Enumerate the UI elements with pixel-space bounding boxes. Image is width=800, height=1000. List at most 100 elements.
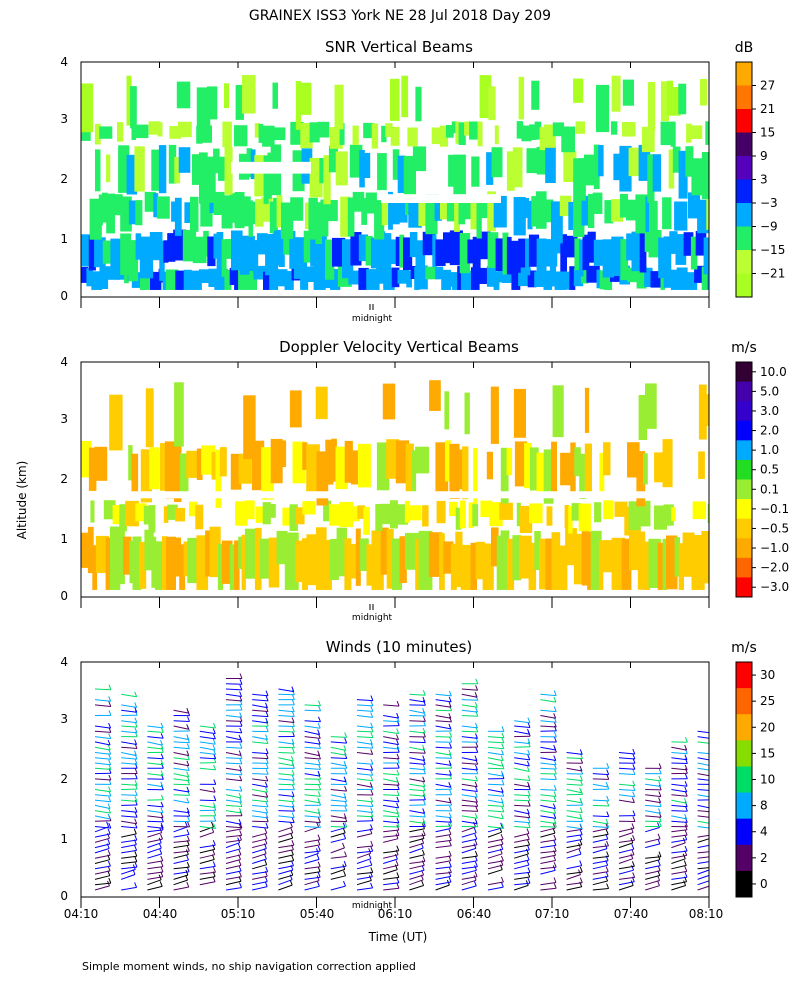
wind-barb-flag-679: [632, 780, 636, 786]
doppler-heatmap-cell-171: [174, 446, 182, 502]
doppler-heatmap-cell-214: [543, 449, 554, 504]
wind-barb-200: [225, 688, 242, 691]
snr-heatmap-cell-205: [234, 192, 245, 229]
wind-barb-600: [540, 767, 557, 770]
doppler-heatmap-cell-145: [546, 506, 553, 526]
snr-heatmap-cell-292: [267, 152, 272, 199]
wind-barb-flag-228: [265, 748, 269, 754]
wind-barb-40: [121, 861, 137, 864]
doppler-heatmap-cell-50: [392, 538, 402, 597]
wind-barb-flag-560: [527, 817, 531, 823]
snr-heatmap-cell-167: [587, 231, 596, 263]
doppler-heatmap-cell-66: [500, 530, 510, 594]
wind-barb-722: [671, 810, 688, 812]
wind-barb-245: [278, 854, 294, 859]
snr-heatmap-cell-156: [518, 238, 528, 268]
snr-heatmap-cell-266: [662, 197, 672, 230]
snr-heatmap-cell-408: [390, 78, 400, 121]
wind-barb-408: [409, 869, 425, 875]
doppler-heatmap-cell-187: [306, 444, 320, 497]
doppler-heatmap-cell-188: [316, 451, 329, 506]
wind-barb-724: [671, 799, 687, 804]
doppler-heatmap-cell-0: [81, 532, 91, 568]
snr-heatmap-cell-258: [592, 192, 603, 214]
wind-barb-480: [461, 885, 477, 891]
snr-heatmap-cell-168: [593, 239, 606, 266]
wind-barb-260: [278, 773, 295, 776]
wind-barb-flag-236: [265, 702, 268, 708]
wind-barb-24: [94, 762, 111, 766]
doppler-heatmap-cell-106: [163, 506, 169, 523]
wind-barb-flag-244: [291, 855, 295, 861]
snr-heatmap-cell-404: [272, 82, 278, 109]
wind-barb-flag-221: [265, 787, 268, 793]
wind-barb-flag-674: [632, 816, 636, 822]
doppler-heatmap-cell-213: [536, 452, 546, 492]
snr-heatmap-cell-137: [395, 236, 401, 266]
wind-barb-119: [173, 794, 190, 796]
wind-barb-flag-74: [160, 866, 164, 873]
snr-heatmap-cell-113: [231, 230, 243, 271]
wind-barb-flag-669: [631, 844, 635, 850]
wind-barb-263: [278, 757, 294, 762]
wind-barb-419: [409, 815, 426, 818]
wind-barb-flag-185: [239, 765, 242, 771]
snr-colorbar-label-1: 21: [760, 102, 775, 116]
doppler-heatmap-cell-113: [255, 506, 266, 523]
wind-barb-192: [225, 730, 242, 734]
snr-heatmap-cell-395: [81, 83, 94, 133]
wind-barb-709: [671, 876, 688, 880]
wind-barb-flag-332: [343, 760, 347, 767]
wind-barb-flag-76: [160, 855, 164, 862]
wind-barb-flag-357: [370, 775, 374, 781]
wind-barb-flag-519: [500, 881, 504, 888]
wind-barb-flag-587: [553, 834, 557, 841]
wind-barb-362: [356, 746, 373, 749]
wind-barb-329: [330, 778, 347, 783]
wind-barb-flag-761: [711, 749, 713, 754]
wind-barb-556: [514, 844, 530, 849]
snr-heatmap-cell-324: [598, 145, 604, 177]
wind-barb-flag-483: [474, 865, 477, 871]
wind-barb-flag-527: [500, 834, 504, 840]
wind-barb-112: [173, 834, 190, 838]
wind-barb-flag-282: [316, 854, 320, 860]
winds-x-ticks: [80, 662, 710, 908]
doppler-colorbar-band-1: [736, 381, 752, 402]
wind-barb-612: [540, 699, 556, 703]
wind-barb-293: [304, 799, 320, 804]
wind-barb-325: [330, 799, 347, 803]
snr-heatmap-cell-315: [512, 147, 523, 188]
wind-barb-578: [514, 720, 530, 724]
snr-heatmap-cell-247: [522, 198, 530, 218]
wind-barb-198: [225, 699, 242, 702]
wind-barb-281: [304, 866, 321, 870]
wind-barb-flag-108: [185, 849, 189, 855]
wind-barb-flag-107: [186, 854, 189, 861]
wind-barb-61: [121, 746, 138, 749]
wind-barb-51: [121, 799, 138, 802]
wind-barb-flag-367: [370, 712, 374, 718]
wind-barb-651: [592, 828, 609, 833]
wind-barb-flag-306: [317, 729, 321, 735]
wind-barb-flag-678: [632, 785, 636, 791]
snr-heatmap-cell-253: [559, 195, 572, 217]
doppler-heatmap-cell-105: [148, 505, 156, 533]
snr-heatmap-cell-131: [358, 234, 368, 262]
doppler-heatmap-cell-12: [151, 536, 157, 588]
wind-barb-flag-159: [212, 739, 216, 745]
doppler-heatmap-cell-26: [234, 540, 240, 597]
snr-heatmap-cell-175: [644, 229, 650, 252]
snr-midnight-label: midnight: [352, 314, 393, 324]
doppler-heatmap-cell-27: [238, 536, 243, 569]
wind-barb-688: [645, 870, 661, 875]
wind-barb-flag-128: [186, 743, 190, 749]
doppler-heatmap-cell-209: [506, 447, 513, 476]
wind-barb-494: [461, 815, 478, 819]
wind-barb-109: [173, 850, 190, 854]
wind-barb-8: [94, 843, 110, 849]
snr-heatmap-cell-285: [218, 156, 227, 181]
doppler-heatmap-cell-176: [211, 451, 217, 480]
wind-barb-flag-222: [264, 781, 268, 788]
snr-heatmap-cell-386: [575, 121, 585, 134]
